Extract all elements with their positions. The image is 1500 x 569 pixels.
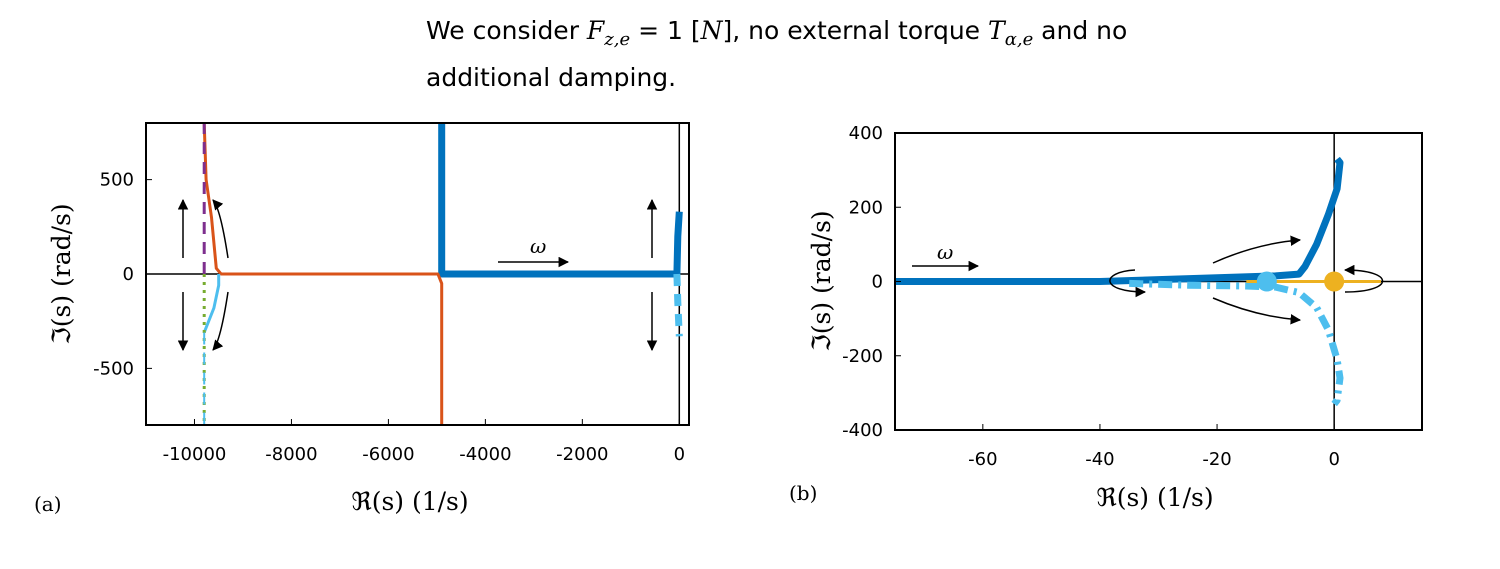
panel-label: (a)	[34, 492, 62, 516]
x-tick-label: -40	[1085, 449, 1114, 470]
series-line-2	[673, 273, 683, 337]
series-line-3	[202, 123, 444, 425]
x-tick-label: 0	[674, 444, 685, 465]
y-tick-label: -400	[842, 420, 883, 441]
chart-a: -10000 -8000 -6000 -4000 -2000 0 -500 0 500 ℜ(s) …	[34, 122, 690, 516]
header-text-end: and no	[1033, 16, 1128, 45]
x-axis-label: ℜ(s) (1/s)	[1096, 483, 1213, 512]
x-tick-label: -6000	[362, 444, 414, 465]
y-tick-label: 200	[849, 197, 883, 218]
y-tick-label: 500	[100, 170, 134, 191]
series-line-0	[438, 123, 678, 278]
x-tick-label: 0	[1328, 449, 1339, 470]
omega-annotation: ω	[937, 240, 953, 264]
direction-arrow-1	[1212, 297, 1302, 325]
y-axis-label: ℑ(s) (rad/s)	[807, 210, 836, 351]
y-tick-label: 0	[123, 264, 134, 285]
y-tick-label: -500	[93, 358, 134, 379]
y-tick-label: 400	[849, 123, 883, 144]
series-line-4	[202, 274, 221, 334]
panel-label: (b)	[789, 481, 817, 505]
header-line-2: additional damping.	[426, 63, 677, 92]
loop-arrow-left	[1109, 269, 1147, 298]
x-axis-label: ℜ(s) (1/s)	[351, 487, 468, 516]
header-line-1: We consider Fz,e = 1 [N], no external to…	[426, 12, 1186, 59]
x-tick-label: -60	[968, 449, 997, 470]
series-line-1	[673, 211, 683, 275]
marker-point-0	[1256, 271, 1277, 292]
direction-arrow-5	[212, 291, 229, 351]
header-text-intro: We consider	[426, 16, 587, 45]
series-line-1	[1129, 279, 1344, 407]
series-group	[895, 156, 1381, 407]
loop-arrow-right	[1343, 264, 1384, 293]
force-symbol: Fz,e	[586, 16, 631, 50]
header-text: We consider Fz,e = 1 [N], no external to…	[426, 12, 1186, 97]
header-text-middle: ], no external torque	[722, 16, 988, 45]
x-tick-label: -4000	[459, 444, 511, 465]
y-tick-label: 0	[872, 272, 883, 293]
marker-point-1	[1324, 271, 1345, 292]
x-tick-label: -2000	[556, 444, 608, 465]
omega-annotation: ω	[530, 234, 546, 258]
x-tick-label: -20	[1202, 449, 1231, 470]
torque-symbol: Tα,e	[988, 16, 1034, 50]
direction-arrow-0	[1212, 235, 1302, 264]
series-group	[202, 123, 683, 425]
y-tick-label: -200	[842, 346, 883, 367]
series-line-0	[895, 156, 1344, 285]
y-axis-label: ℑ(s) (rad/s)	[47, 203, 76, 344]
force-unit: N	[700, 16, 723, 45]
force-equation: = 1 [	[630, 16, 701, 45]
x-tick-label: -8000	[265, 444, 317, 465]
direction-arrow-4	[212, 199, 229, 259]
x-tick-label: -10000	[163, 444, 227, 465]
